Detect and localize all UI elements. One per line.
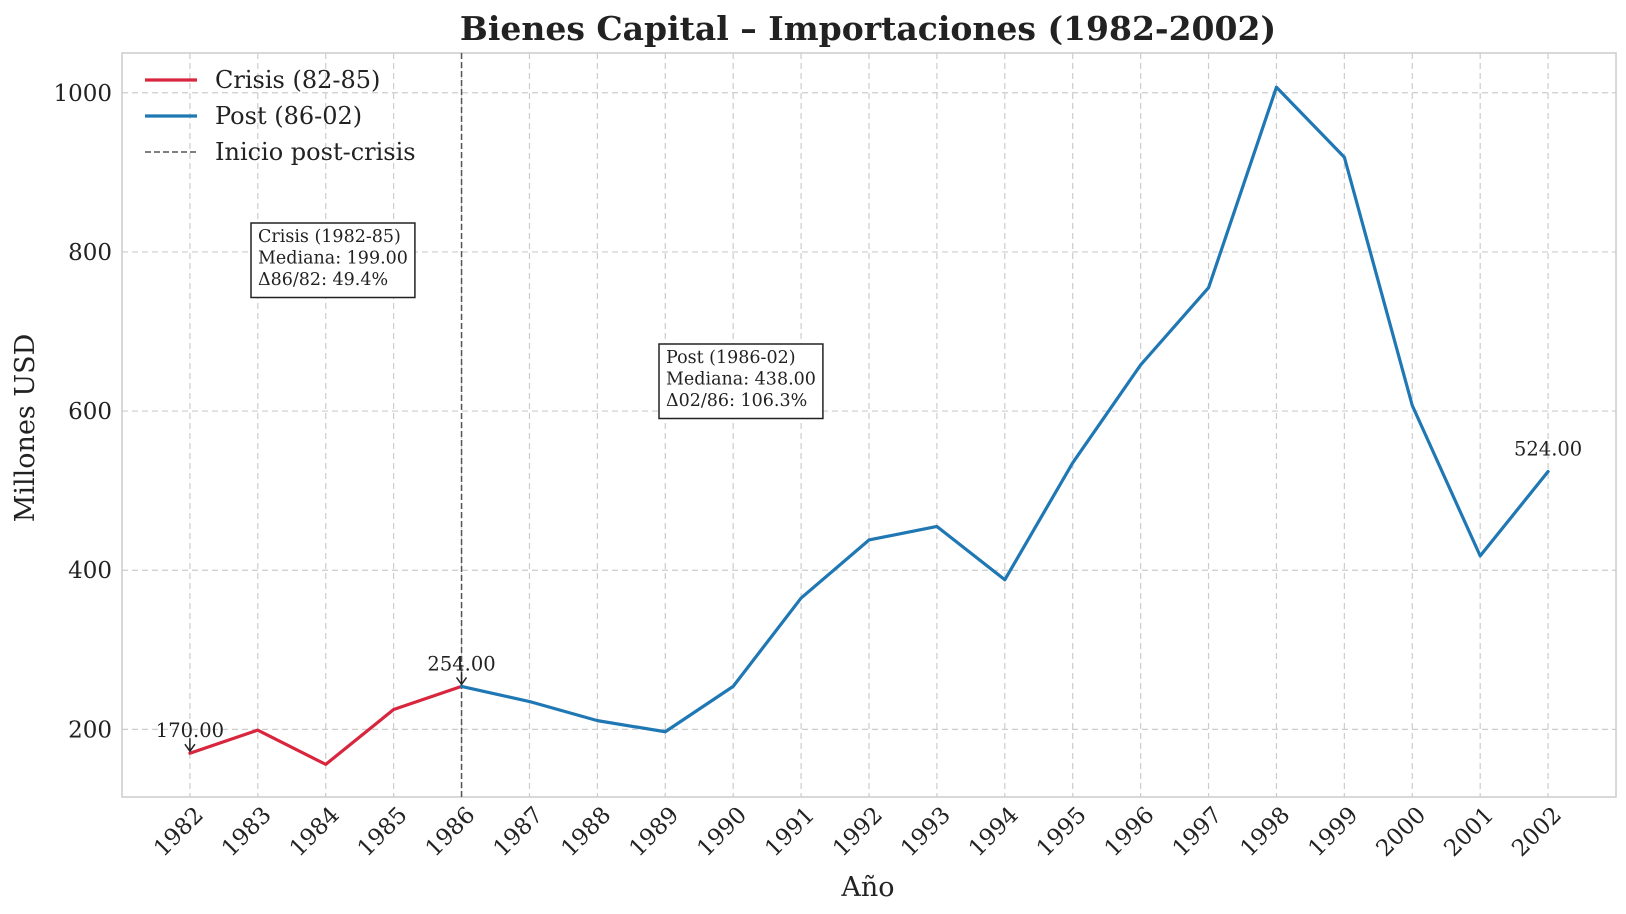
x-tick-label: 1983 (217, 802, 277, 862)
legend-label: Post (86-02) (215, 102, 362, 130)
legend-label: Crisis (82-85) (215, 66, 380, 94)
annotation-line: Mediana: 438.00 (666, 370, 816, 390)
annotation-line: Mediana: 199.00 (258, 249, 408, 269)
data-label-arrow (184, 738, 196, 753)
annotation-frame (250, 222, 416, 299)
y-tick-label: 1000 (53, 81, 112, 107)
x-tick-label: 1995 (1032, 802, 1092, 862)
annotation-line: Δ86/82: 49.4% (258, 270, 388, 290)
crisis-series-line (188, 684, 464, 766)
tick-layer: 1982 1983 1984 1985 1986 1987 1988 1989 1990 1991… (53, 81, 1567, 862)
legend-item-crisis: Crisis (82-85) (145, 66, 380, 94)
x-tick-label: 2001 (1439, 802, 1499, 862)
x-tick-label: 1993 (896, 802, 956, 862)
annotation-line: Δ02/86: 106.3% (666, 391, 807, 411)
data-label-arrow (455, 671, 468, 686)
y-tick-label: 800 (68, 240, 112, 266)
x-tick-label: 1985 (353, 802, 413, 862)
x-tick-label: 1990 (692, 802, 752, 862)
y-tick-label: 400 (68, 558, 112, 584)
x-axis-label: Año (840, 872, 894, 903)
x-tick-label: 1988 (557, 802, 617, 862)
annotation-frame (658, 343, 824, 420)
x-tick-label: 2002 (1507, 802, 1567, 862)
x-tick-label: 1982 (149, 802, 209, 862)
data-label: 524.00 (1514, 438, 1582, 461)
x-tick-label: 1989 (624, 802, 684, 862)
x-tick-label: 1987 (489, 802, 549, 862)
x-tick-label: 1997 (1168, 802, 1228, 862)
x-tick-label: 1994 (964, 802, 1024, 862)
x-tick-label: 1986 (421, 802, 481, 862)
x-tick-label: 1998 (1236, 802, 1296, 862)
post-series-line (459, 85, 1550, 734)
y-tick-label: 600 (68, 399, 112, 425)
data-label-layer: 170.00 254.00 524.00 (156, 438, 1582, 753)
series-layer (188, 85, 1550, 766)
x-tick-label: 2000 (1371, 802, 1431, 862)
x-tick-label: 1996 (1100, 802, 1160, 862)
data-label: 170.00 (156, 719, 224, 742)
x-tick-label: 1984 (285, 802, 345, 862)
data-label: 254.00 (427, 652, 495, 675)
x-tick-label: 1992 (828, 802, 888, 862)
legend-item-reference-line: Inicio post-crisis (145, 138, 416, 166)
annotation-line: Post (1986-02) (666, 348, 796, 368)
annotation-line: Crisis (1982-85) (258, 227, 401, 247)
y-tick-label: 200 (68, 717, 112, 743)
legend-label: Inicio post-crisis (215, 138, 416, 166)
x-tick-label: 1999 (1304, 802, 1364, 862)
legend-item-post: Post (86-02) (145, 102, 362, 130)
y-axis-label: Millones USD (10, 334, 41, 523)
grid (121, 52, 1617, 798)
x-tick-label: 1991 (760, 802, 820, 862)
chart-title: Bienes Capital – Importaciones (1982-200… (460, 9, 1276, 48)
legend: Crisis (82-85) Post (86-02) Inicio post-cr… (145, 66, 416, 166)
